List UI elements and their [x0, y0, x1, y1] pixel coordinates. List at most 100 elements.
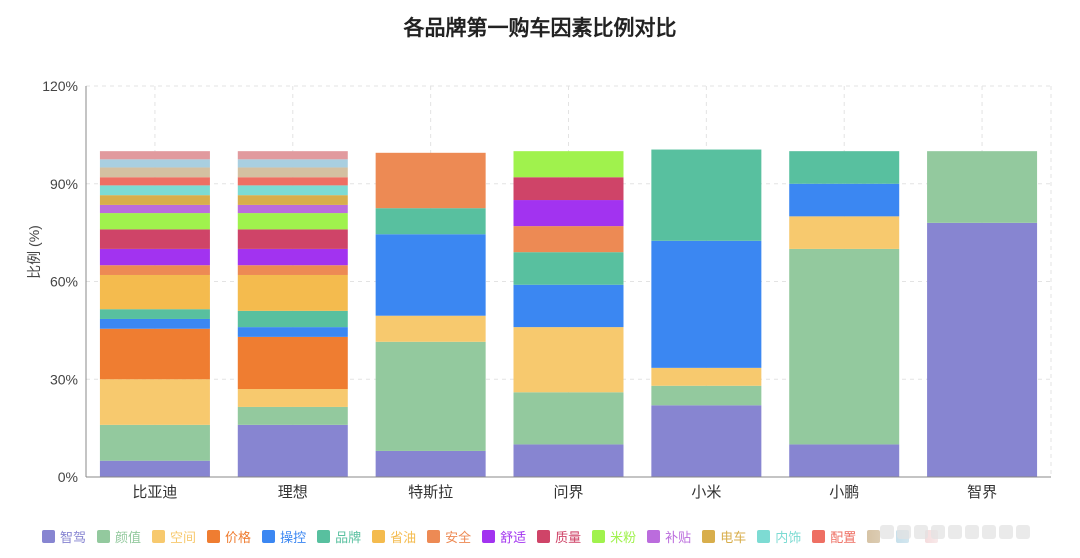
legend-item[interactable]: 米粉	[592, 527, 636, 546]
x-tick-label: 理想	[278, 484, 308, 501]
bar-segment[interactable]	[789, 444, 900, 477]
bar-segment[interactable]	[99, 318, 210, 329]
bar-segment[interactable]	[99, 204, 210, 214]
bar-segment[interactable]	[237, 185, 348, 196]
bar-segment[interactable]	[99, 177, 210, 186]
bar-segment[interactable]	[237, 159, 348, 168]
legend-item[interactable]: 品牌	[317, 527, 361, 546]
bar-segment[interactable]	[237, 265, 348, 275]
legend-swatch	[317, 530, 331, 543]
bar-segment[interactable]	[375, 315, 486, 342]
bar-segment[interactable]	[375, 450, 486, 477]
legend-label: 智驾	[60, 531, 87, 546]
legend-item[interactable]: 智驾	[42, 527, 86, 546]
bar-segment[interactable]	[237, 177, 348, 186]
bar-segment[interactable]	[237, 274, 348, 311]
bar-segment[interactable]	[237, 327, 348, 337]
legend-item[interactable]: 补贴	[647, 527, 691, 546]
bar-segment[interactable]	[237, 310, 348, 328]
bar-segment[interactable]	[237, 204, 348, 214]
legend-label: 空间	[170, 531, 197, 546]
legend-item[interactable]: 操控	[262, 527, 306, 546]
legend-item[interactable]: 安全	[427, 527, 471, 546]
axes: 0% 30% 60% 90% 120% 比亚迪 理想 特斯拉 问界 小米 小鹏 智界	[42, 78, 1051, 501]
bar-segment[interactable]	[99, 151, 210, 160]
bar-segment[interactable]	[237, 248, 348, 266]
bar-segment[interactable]	[513, 151, 624, 178]
bar-segment[interactable]	[99, 159, 210, 168]
legend-label: 米粉	[610, 531, 637, 546]
bar-segment[interactable]	[99, 424, 210, 461]
bar-segment[interactable]	[513, 392, 624, 445]
legend: 智驾 颜值 空间 价格 操控 品牌 省油 安全 舒适 质量 米粉 补贴 电车 内饰 配置	[42, 527, 954, 546]
legend-swatch	[537, 530, 551, 543]
bar-segment[interactable]	[375, 341, 486, 451]
bar-segment[interactable]	[237, 336, 348, 390]
x-tick-label: 比亚迪	[132, 484, 177, 501]
legend-label: 电车	[720, 531, 747, 546]
bar-segment[interactable]	[237, 229, 348, 249]
bar-segment[interactable]	[789, 151, 900, 184]
bar-segment[interactable]	[927, 222, 1038, 477]
bar-segment[interactable]	[513, 226, 624, 253]
bar-segment[interactable]	[237, 213, 348, 230]
legend-label: 安全	[445, 531, 472, 546]
legend-item[interactable]: 电车	[702, 527, 746, 546]
legend-swatch	[97, 530, 111, 543]
bar-segment[interactable]	[237, 406, 348, 425]
bar-segment[interactable]	[651, 367, 762, 386]
bar-segment[interactable]	[513, 200, 624, 227]
bar-segment[interactable]	[375, 152, 486, 209]
legend-item[interactable]: 舒适	[482, 527, 526, 546]
bar-segment[interactable]	[927, 151, 1038, 223]
bar-segment[interactable]	[237, 424, 348, 477]
bar-segment[interactable]	[237, 151, 348, 160]
x-tick-label: 问界	[553, 484, 583, 501]
bar-segment[interactable]	[99, 248, 210, 266]
legend-swatch	[262, 530, 276, 543]
bar-segment[interactable]	[513, 284, 624, 328]
bar-segment[interactable]	[513, 444, 624, 477]
legend-item[interactable]: 空间	[152, 527, 196, 546]
bar-segment[interactable]	[513, 177, 624, 201]
bar-segment[interactable]	[375, 234, 486, 316]
legend-item[interactable]: 省油	[372, 527, 416, 546]
bar-segment[interactable]	[99, 229, 210, 249]
bar-segment[interactable]	[513, 252, 624, 285]
bar-segment[interactable]	[99, 379, 210, 425]
bar-segment[interactable]	[99, 274, 210, 310]
bar-segment[interactable]	[99, 167, 210, 178]
bar-segment[interactable]	[237, 389, 348, 407]
watermark	[880, 521, 1070, 543]
bar-segment[interactable]	[99, 185, 210, 196]
y-tick-label: 0%	[58, 469, 78, 485]
legend-item[interactable]: 价格	[207, 527, 251, 546]
legend-swatch	[372, 530, 386, 543]
bar-segment[interactable]	[789, 183, 900, 217]
bar-segment[interactable]	[651, 240, 762, 368]
bar-segment[interactable]	[237, 167, 348, 178]
x-tick-label: 小米	[691, 484, 721, 501]
bar-segment[interactable]	[99, 213, 210, 230]
bar-segment[interactable]	[651, 149, 762, 241]
legend-item[interactable]: 质量	[537, 527, 581, 546]
legend-item[interactable]: 配置	[812, 527, 856, 546]
bar-segment[interactable]	[99, 265, 210, 275]
bar-segment[interactable]	[789, 248, 900, 445]
bar-segment[interactable]	[99, 328, 210, 380]
legend-item[interactable]: 颜值	[97, 527, 141, 546]
legend-label: 补贴	[665, 531, 692, 546]
legend-swatch	[207, 530, 221, 543]
legend-item[interactable]: 内饰	[757, 527, 801, 546]
bar-segment[interactable]	[651, 385, 762, 406]
bar-segment[interactable]	[99, 309, 210, 319]
bar-segment[interactable]	[237, 195, 348, 205]
bar-segment[interactable]	[651, 405, 762, 477]
bar-segment[interactable]	[99, 460, 210, 477]
bar-segment[interactable]	[513, 327, 624, 393]
legend-label: 舒适	[500, 531, 527, 546]
bar-segment[interactable]	[789, 216, 900, 249]
bar-segment[interactable]	[375, 208, 486, 235]
bar-segment[interactable]	[99, 195, 210, 205]
y-axis-label: 比例 (%)	[26, 225, 42, 279]
